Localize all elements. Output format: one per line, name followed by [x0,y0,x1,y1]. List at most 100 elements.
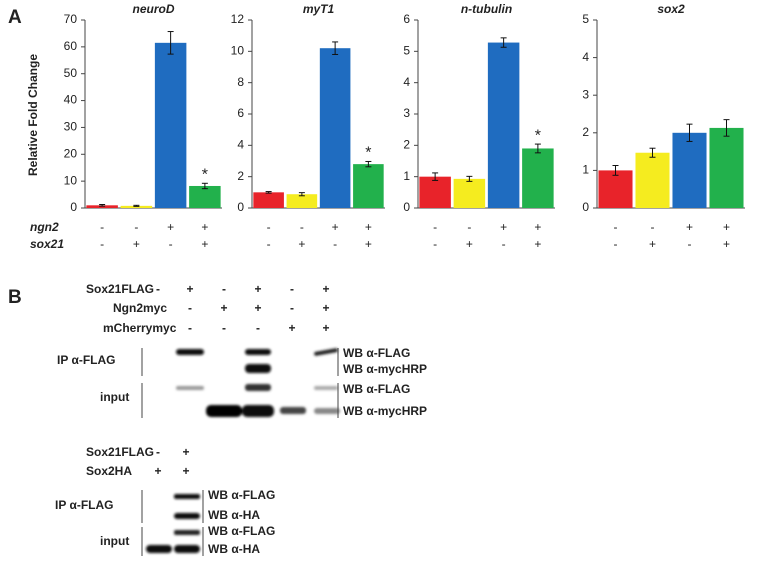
y-tick-label: 30 [64,120,78,134]
y-tick-label: 60 [64,39,78,53]
bar [253,192,284,208]
panel-label: A [8,7,22,28]
sign: + [220,301,227,315]
sign: + [186,282,193,296]
sign: - [290,282,294,296]
bar [353,164,384,208]
wb-label: WB α-FLAG [208,488,275,502]
bar [453,178,486,208]
sign: + [322,282,329,296]
group-label: input [100,534,129,548]
sign: + [534,220,541,234]
sign: - [222,321,226,335]
group-label: IP α-FLAG [57,353,116,367]
sign: + [332,220,339,234]
y-tick-label: 2 [403,138,410,152]
chart-title: n-tubulin [461,2,512,16]
sign: + [500,220,507,234]
sign: - [614,237,618,251]
condition-label: ngn2 [30,220,59,234]
sign: - [100,220,104,234]
y-tick-label: 20 [64,146,78,160]
y-axis-label: Relative Fold Change [26,54,40,176]
sign: + [365,220,372,234]
chart-title: sox2 [657,2,685,16]
sign: - [290,301,294,315]
y-tick-label: 5 [403,44,410,58]
y-tick-label: 6 [237,106,244,120]
y-tick-label: 4 [582,50,589,64]
sign: - [433,237,437,251]
bar [522,148,554,208]
sign: + [723,237,730,251]
sign: - [651,220,655,234]
sign: + [201,237,208,251]
bar [154,42,187,209]
annotation: * [535,127,541,144]
wb-label: WB α-mycHRP [343,362,427,376]
y-tick-label: 1 [582,163,589,177]
annotation: * [365,145,371,162]
y-tick-label: 1 [403,169,410,183]
y-tick-label: 0 [403,200,410,214]
sign: + [686,220,693,234]
sign: - [467,220,471,234]
condition-label: Ngn2myc [113,301,167,315]
sign: - [156,282,160,296]
sign: + [288,321,295,335]
group-label: input [100,390,129,404]
sign: - [188,301,192,315]
sign: + [322,321,329,335]
sign: + [167,220,174,234]
y-tick-label: 8 [237,75,244,89]
y-tick-label: 4 [403,75,410,89]
sign: + [723,220,730,234]
y-tick-label: 2 [237,169,244,183]
bar [419,176,451,208]
y-tick-label: 2 [582,125,589,139]
condition-label: sox21 [30,237,64,251]
bar [487,42,520,209]
y-tick-label: 50 [64,66,78,80]
sign: + [182,464,189,478]
sign: + [298,237,305,251]
bar [286,194,318,208]
sign: - [333,237,337,251]
bar [120,205,153,208]
chart-title: neuroD [133,2,175,16]
condition-label: Sox2HA [86,464,132,478]
sign: + [534,237,541,251]
panel-label: B [8,287,22,308]
wb-label: WB α-FLAG [208,524,275,538]
wb-label: WB α-FLAG [343,382,410,396]
wb-label: WB α-FLAG [343,346,410,360]
sign: - [256,321,260,335]
bar [598,170,633,208]
sign: - [300,220,304,234]
y-tick-label: 3 [403,106,410,120]
y-tick-label: 12 [231,12,245,26]
sign: + [154,464,161,478]
sign: - [433,220,437,234]
y-tick-label: 40 [64,93,78,107]
sign: - [688,237,692,251]
bar [189,185,221,208]
sign: + [649,237,656,251]
condition-label: Sox21FLAG [86,282,154,296]
y-tick-label: 3 [582,87,589,101]
sign: + [322,301,329,315]
sign: + [182,445,189,459]
condition-label: mCherrymyc [103,321,177,335]
y-tick-label: 10 [231,44,245,58]
y-tick-label: 4 [237,138,244,152]
sign: - [100,237,104,251]
bar [635,152,670,208]
y-tick-label: 0 [582,200,589,214]
y-tick-label: 0 [237,200,244,214]
group-label: IP α-FLAG [55,498,114,512]
bar [86,205,118,208]
bar [672,132,707,208]
sign: + [254,282,261,296]
sign: - [614,220,618,234]
